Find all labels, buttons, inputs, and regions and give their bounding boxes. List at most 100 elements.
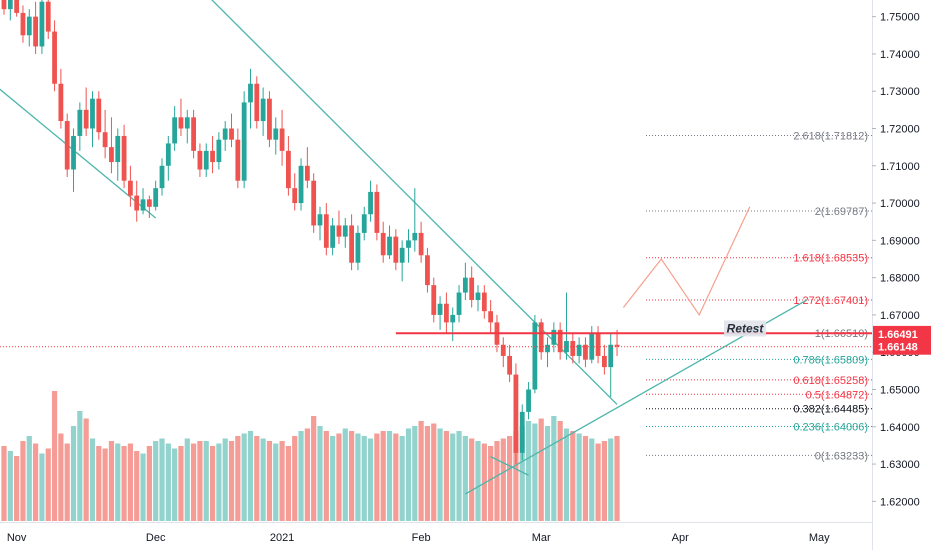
candle-body: [576, 344, 582, 356]
volume-bar: [26, 436, 32, 521]
volume-bar: [317, 426, 323, 521]
time-tick-label: 2021: [270, 532, 294, 544]
candle-body: [412, 232, 418, 241]
candle-body: [570, 341, 576, 356]
retest-box: [724, 320, 766, 337]
volume-bar: [64, 443, 70, 521]
candle-body: [583, 344, 588, 360]
volume-bar: [525, 421, 532, 521]
candle-body: [557, 329, 563, 353]
candle-body: [304, 165, 310, 181]
candle-body: [488, 311, 494, 323]
candle-body: [241, 102, 247, 181]
candlesticks: [1, 0, 620, 465]
volume-bar: [266, 441, 273, 521]
volume-bar: [424, 426, 431, 521]
candle-body: [614, 344, 620, 347]
volume-bar: [70, 426, 77, 521]
volume-bar: [399, 436, 405, 521]
price-tick-label: 1.67000: [880, 310, 920, 322]
volume-bar: [311, 416, 317, 521]
candle-body: [330, 225, 336, 248]
candle-body: [450, 314, 456, 323]
candle-body: [387, 236, 392, 256]
volume-bar: [127, 443, 133, 521]
candle-body: [203, 150, 209, 170]
volume-bar: [134, 451, 140, 521]
candle-body: [602, 355, 607, 368]
candle-body: [349, 225, 354, 263]
volume-bar: [576, 433, 582, 521]
fib-level-label: 0.236(1.64006): [793, 422, 868, 434]
volume-bar: [216, 443, 222, 521]
volume-bar: [45, 448, 51, 521]
candle-body: [469, 277, 475, 301]
candle-body: [545, 344, 550, 353]
volume-bar: [563, 428, 570, 521]
volume-bar: [51, 391, 58, 521]
time-axis[interactable]: Nov Dec 2021 Feb Mar Apr May: [0, 522, 872, 545]
candle-body: [109, 147, 114, 163]
candle-body: [33, 16, 38, 47]
candle-body: [7, 0, 13, 10]
volume-bar: [538, 418, 544, 521]
price-tick-label: 1.68000: [880, 273, 920, 285]
volume-bar: [1, 446, 7, 521]
candle-body: [146, 199, 152, 207]
volume-bar: [374, 433, 380, 521]
candle-body: [355, 232, 361, 263]
volume-bar: [96, 446, 102, 521]
candle-body: [260, 98, 266, 122]
volume-bar: [254, 436, 260, 521]
candle-body: [564, 341, 569, 353]
volume-bar: [235, 436, 241, 521]
volume-bar: [121, 446, 127, 521]
volume-bar: [519, 426, 525, 521]
candle-body: [286, 150, 291, 189]
price-tick-label: 1.74000: [880, 49, 920, 61]
last-price-badge: 1.66148: [878, 342, 918, 354]
price-tick-label: 1.75000: [880, 12, 920, 24]
candle-body: [481, 292, 487, 312]
volume-bar: [178, 446, 184, 521]
candle-body: [323, 214, 329, 248]
candle-body: [229, 128, 234, 140]
volume-bar: [279, 441, 285, 521]
volume-bar: [488, 446, 494, 521]
volume-bar: [355, 433, 361, 521]
price-tick-label: 1.70000: [880, 198, 920, 210]
volume-bar: [367, 438, 374, 521]
candle-body: [254, 83, 260, 122]
fib-level-label: 0.382(1.64485): [793, 404, 868, 416]
volume-bar: [469, 438, 475, 521]
annotations: Retest: [0, 320, 872, 348]
volume-bar: [292, 436, 298, 521]
volume-bar: [20, 441, 26, 521]
candle-body: [77, 109, 83, 136]
fib-level-label: 1.272(1.67401): [793, 295, 868, 307]
fibonacci-levels: 2.618(1.71812) 2(1.69787) 1.618(1.68535) 1.…: [646, 131, 872, 462]
volume-bar: [33, 443, 39, 521]
price-axis[interactable]: 1.75000 1.74000 1.73000 1.72000 1.71000 1.700…: [872, 0, 932, 550]
volume-bar: [102, 448, 108, 521]
time-tick-label: Nov: [7, 532, 27, 544]
candle-body: [374, 191, 380, 233]
candle-body: [58, 83, 64, 122]
candle-body: [267, 98, 272, 140]
volume-bar: [58, 433, 64, 521]
volume-bar: [544, 426, 551, 521]
volume-bar: [431, 423, 437, 521]
candle-body: [71, 135, 76, 170]
candle-body: [311, 180, 317, 226]
candle-body: [39, 1, 45, 47]
volume-bar: [172, 448, 178, 521]
volume-bar: [450, 433, 456, 521]
volume-bar: [197, 441, 203, 521]
volume-bar: [412, 426, 418, 521]
candle-body: [336, 225, 342, 237]
time-tick-label: Mar: [532, 532, 551, 544]
volume-bar: [159, 438, 165, 521]
candle-body: [153, 188, 159, 207]
